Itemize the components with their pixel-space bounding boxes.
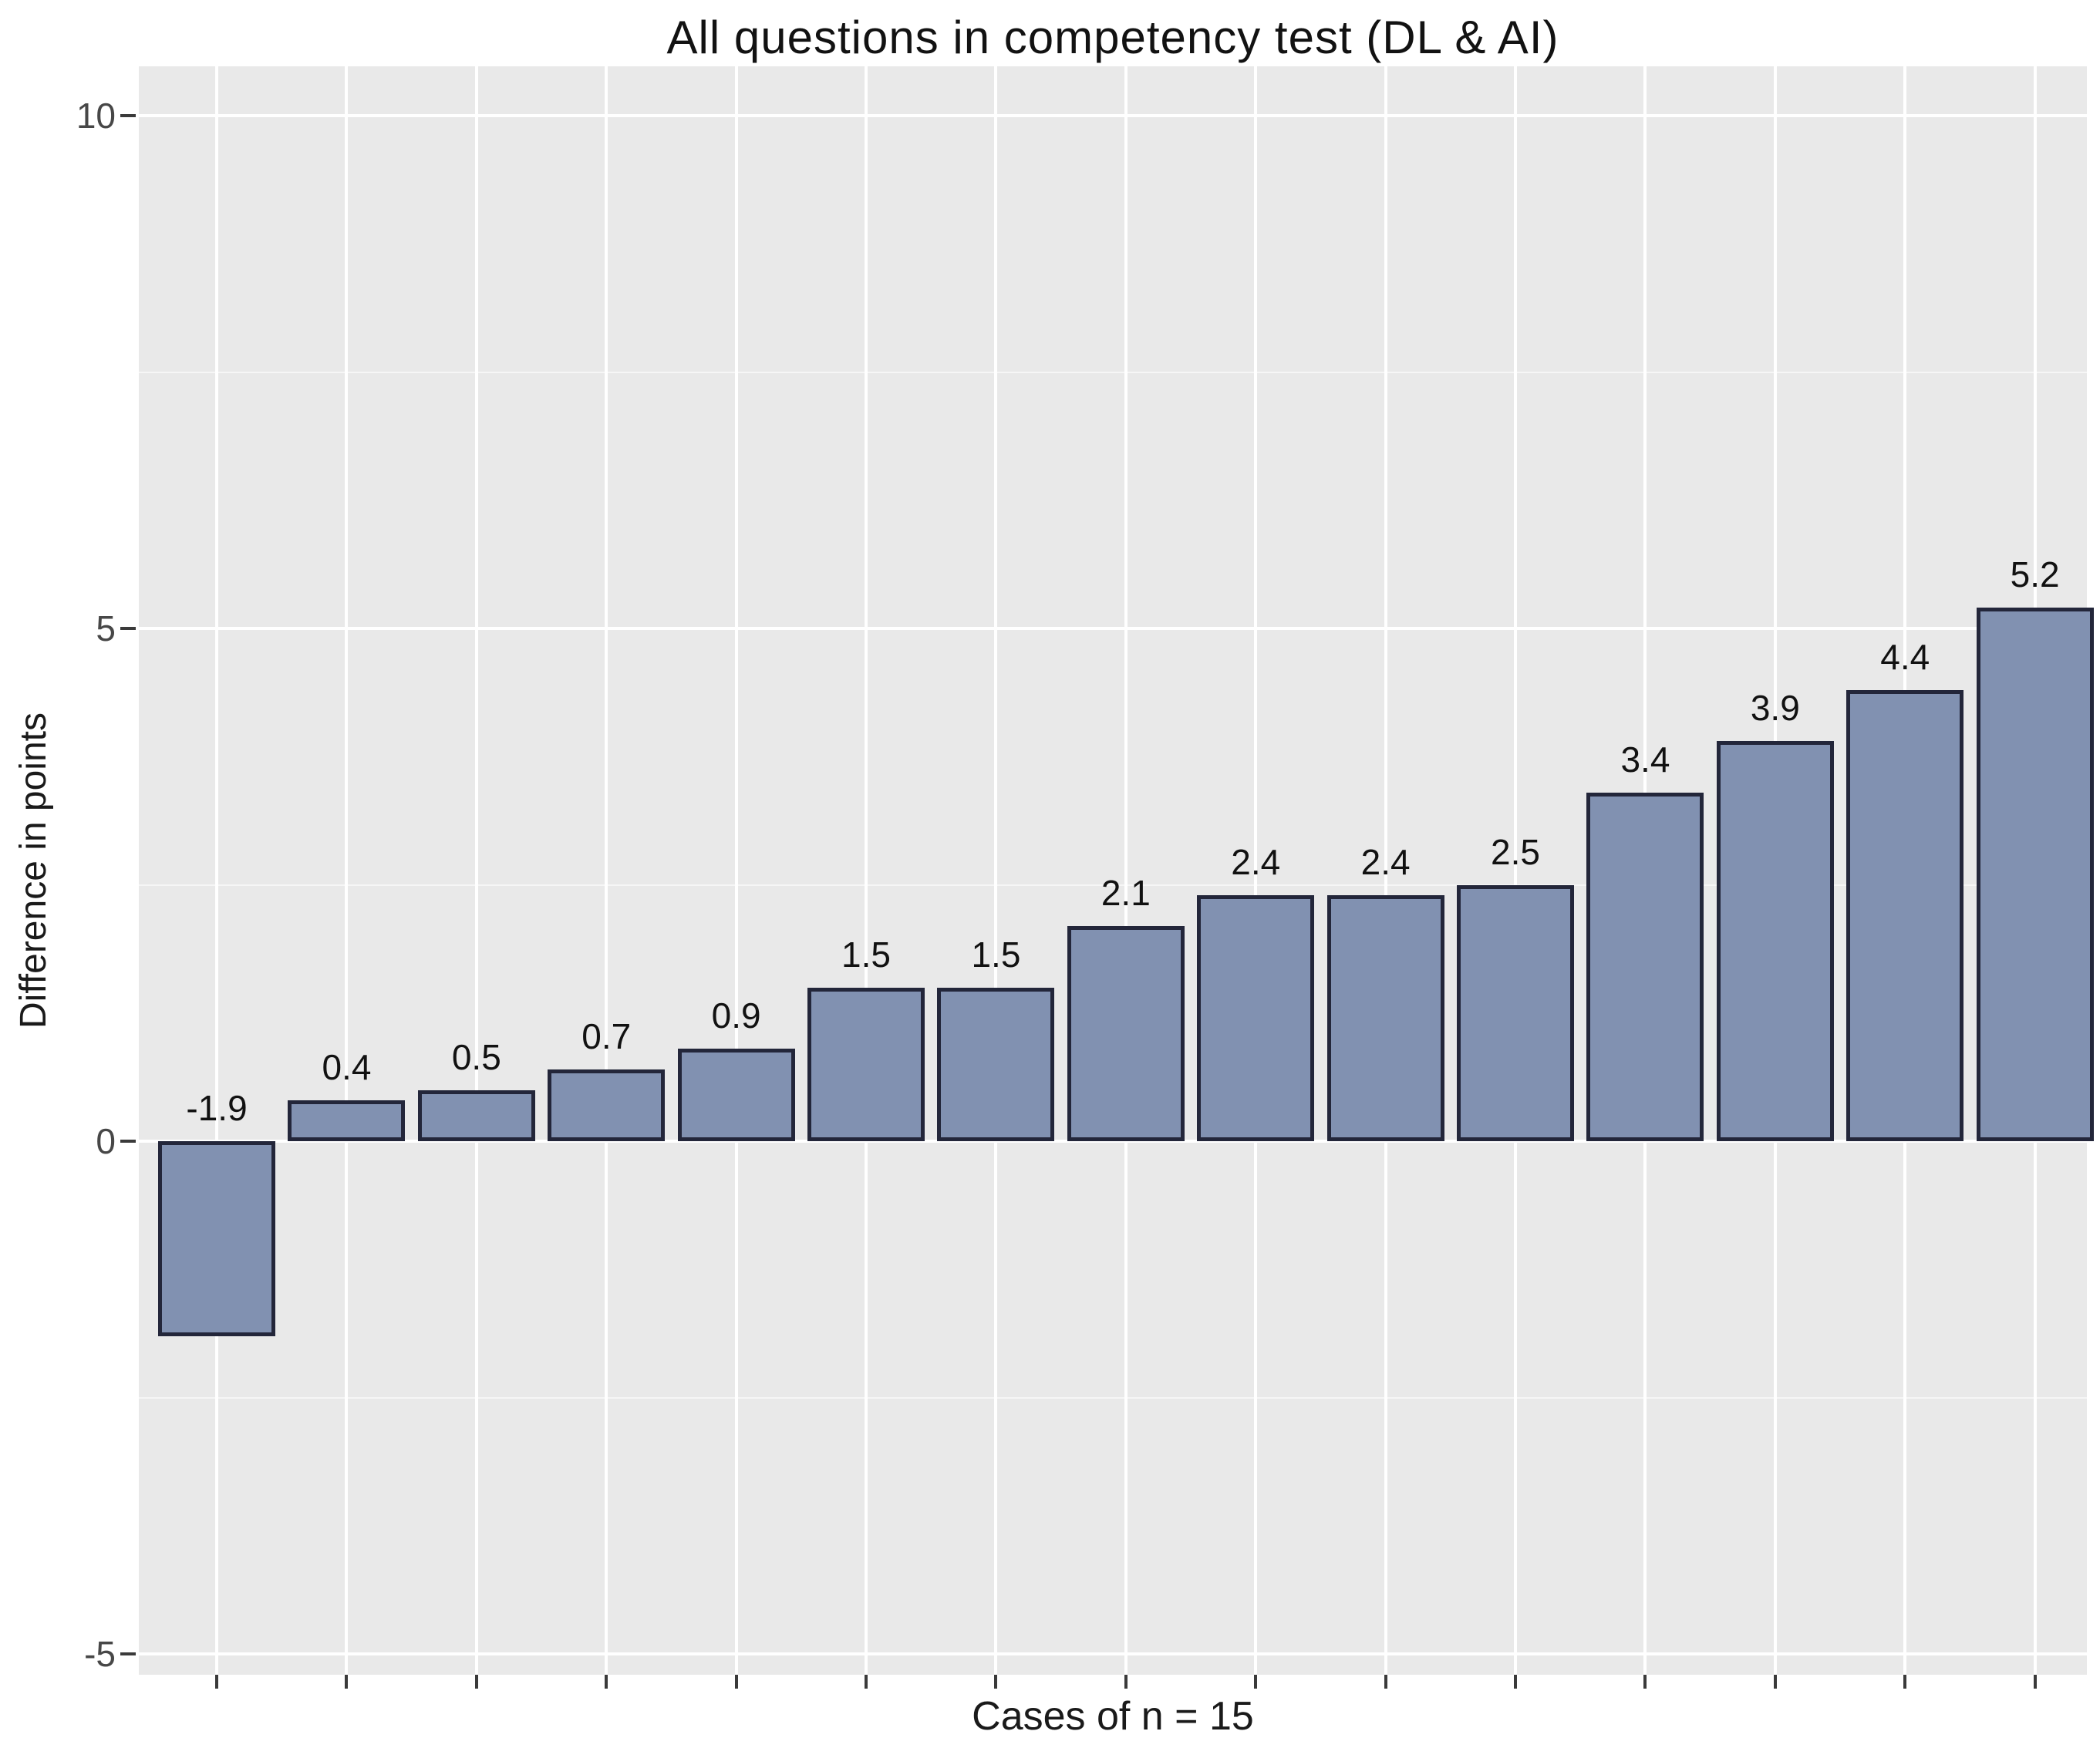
major-gridline-x-9 [1254,66,1258,1675]
x-tick-mark-1 [215,1675,219,1689]
bar-value-label-4: 0.7 [581,1015,632,1056]
bar-13 [1716,741,1834,1141]
bar-value-label-6: 1.5 [841,934,891,975]
y-tick-label--5: -5 [84,1634,116,1674]
major-gridline-x-7 [994,66,998,1675]
bar-1 [158,1141,276,1336]
bar-3 [417,1090,535,1141]
plot-panel [139,66,2094,1675]
y-tick-mark-0 [120,1140,136,1143]
major-gridline-x-1 [215,66,219,1675]
major-gridline-x-6 [865,66,868,1675]
x-tick-mark-2 [345,1675,349,1689]
x-tick-mark-14 [1903,1675,1907,1689]
y-tick-mark--5 [120,1652,136,1655]
major-gridline-x-3 [474,66,478,1675]
x-tick-mark-6 [865,1675,868,1689]
x-tick-mark-9 [1254,1675,1258,1689]
major-gridline-y-5 [139,627,2087,630]
y-tick-mark-10 [120,114,136,117]
chart-title: All questions in competency test (DL & A… [666,12,1559,63]
bar-value-label-10: 2.4 [1360,841,1411,882]
major-gridline-x-5 [734,66,738,1675]
x-tick-mark-15 [2033,1675,2037,1689]
x-tick-mark-3 [474,1675,478,1689]
x-tick-mark-11 [1514,1675,1518,1689]
y-tick-label-5: 5 [96,608,116,648]
bar-14 [1846,689,1964,1141]
bar-5 [677,1049,795,1141]
bar-12 [1586,792,1704,1141]
bar-8 [1067,925,1185,1141]
bar-value-label-9: 2.4 [1231,841,1281,882]
x-tick-mark-10 [1384,1675,1387,1689]
bar-4 [548,1069,666,1141]
bar-value-label-11: 2.5 [1491,831,1540,872]
bar-10 [1326,894,1444,1141]
bar-value-label-8: 2.1 [1101,872,1151,913]
x-tick-mark-8 [1124,1675,1128,1689]
x-tick-mark-4 [605,1675,608,1689]
bar-15 [1976,608,2094,1141]
bar-value-label-14: 4.4 [1880,636,1930,677]
x-tick-mark-12 [1643,1675,1647,1689]
major-gridline-x-2 [345,66,349,1675]
bar-value-label-13: 3.9 [1750,688,1800,729]
bar-value-label-7: 1.5 [971,934,1021,975]
bar-value-label-5: 0.9 [711,995,761,1036]
major-gridline-y-10 [139,114,2087,117]
bar-value-label-15: 5.2 [2010,554,2060,595]
y-tick-label-10: 10 [76,96,116,136]
y-tick-mark-5 [120,627,136,630]
bar-2 [288,1100,406,1141]
bar-7 [937,987,1055,1141]
x-tick-mark-5 [734,1675,738,1689]
bar-9 [1197,894,1315,1141]
major-gridline-x-4 [605,66,608,1675]
major-gridline-y--5 [139,1652,2087,1655]
y-axis-title: Difference in points [13,712,54,1029]
major-gridline-y-0 [139,1140,2087,1143]
bar-value-label-12: 3.4 [1620,739,1670,780]
bar-11 [1457,884,1575,1141]
minor-gridline-y-7.5 [139,371,2087,373]
major-gridline-x-10 [1384,66,1387,1675]
bar-6 [807,987,925,1141]
minor-gridline-y--2.5 [139,1396,2087,1399]
x-axis-title: Cases of n = 15 [972,1694,1254,1739]
major-gridline-x-11 [1514,66,1518,1675]
major-gridline-x-8 [1124,66,1128,1675]
y-tick-label-0: 0 [96,1121,116,1161]
x-tick-mark-13 [1773,1675,1777,1689]
minor-gridline-y-2.5 [139,884,2087,886]
bar-value-label-1: -1.9 [186,1088,248,1128]
x-tick-mark-7 [994,1675,998,1689]
bar-value-label-2: 0.4 [322,1046,372,1087]
bar-value-label-3: 0.5 [451,1036,501,1077]
